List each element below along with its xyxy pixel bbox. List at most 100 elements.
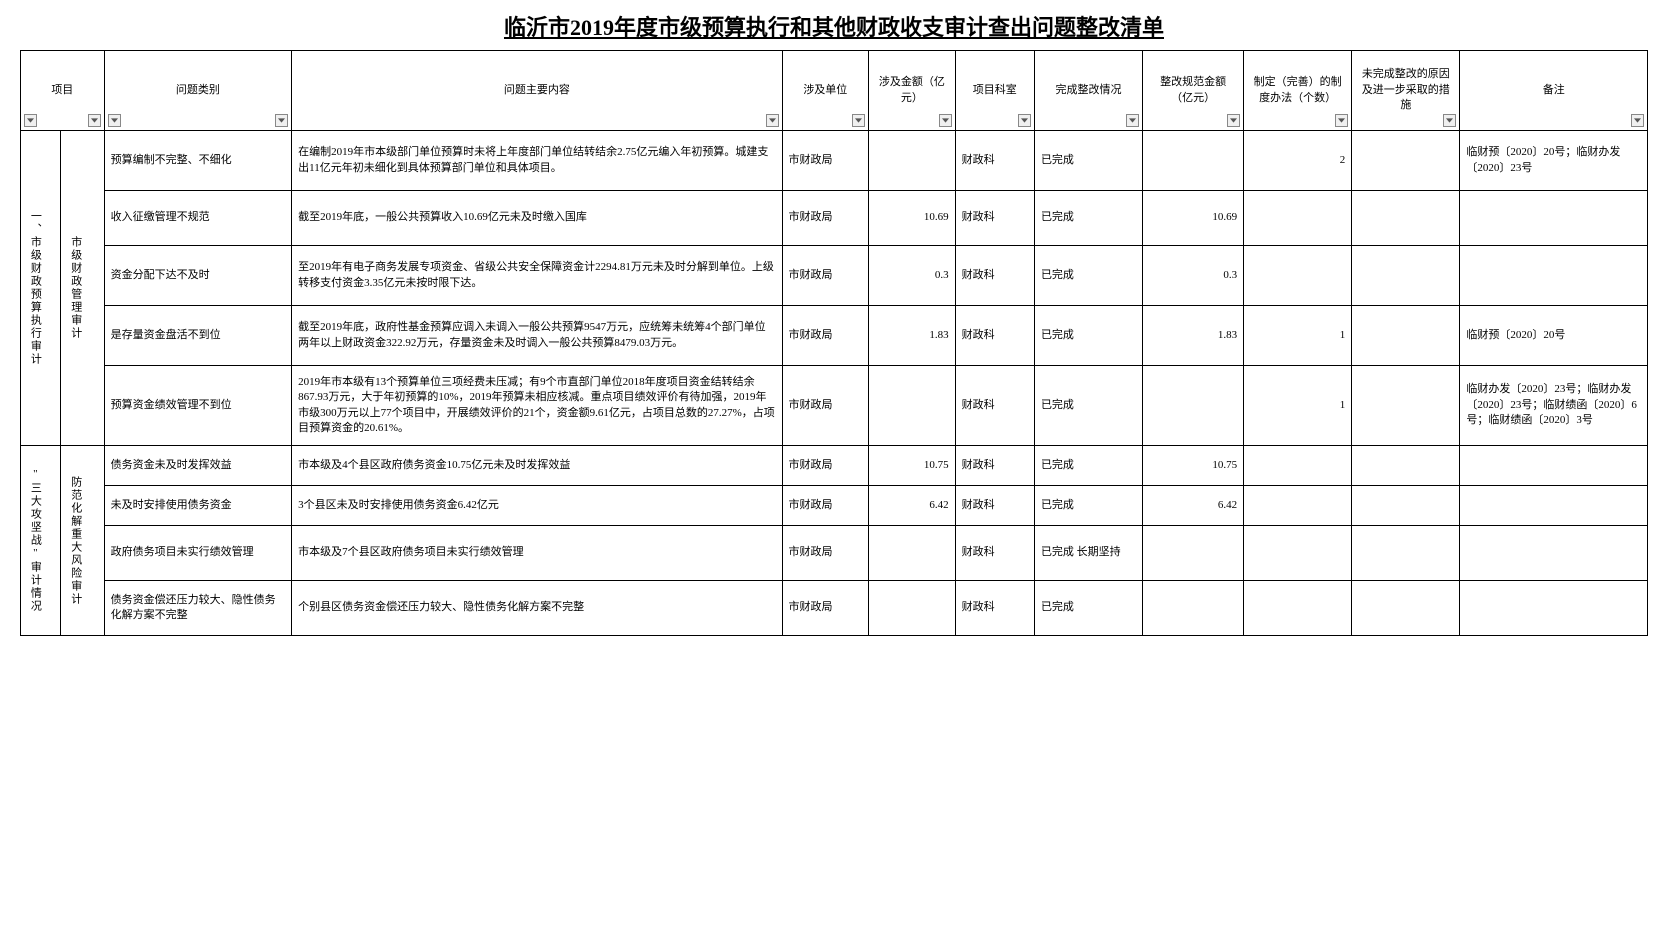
cell-reason xyxy=(1352,246,1460,306)
cell-cat: 未及时安排使用债务资金 xyxy=(104,486,292,526)
h-remark: 备注 xyxy=(1460,51,1648,131)
table-row: 未及时安排使用债务资金3个县区未及时安排使用债务资金6.42亿元市财政局6.42… xyxy=(21,486,1648,526)
h-amount-label: 涉及金额（亿元） xyxy=(879,76,945,103)
cell-methods xyxy=(1244,191,1352,246)
cell-regAmount xyxy=(1143,366,1244,446)
h-project-label: 项目 xyxy=(51,84,73,96)
filter-icon[interactable] xyxy=(766,114,779,127)
h-content: 问题主要内容 xyxy=(292,51,782,131)
cell-methods: 1 xyxy=(1244,366,1352,446)
cell-cat: 预算资金绩效管理不到位 xyxy=(104,366,292,446)
filter-icon[interactable] xyxy=(24,114,37,127)
cell-amount: 6.42 xyxy=(869,486,956,526)
cell-methods xyxy=(1244,581,1352,636)
cell-unit: 市财政局 xyxy=(782,246,869,306)
cell-unit: 市财政局 xyxy=(782,131,869,191)
cell-unit: 市财政局 xyxy=(782,526,869,581)
table-row: 债务资金偿还压力较大、隐性债务化解方案不完整个别县区债务资金偿还压力较大、隐性债… xyxy=(21,581,1648,636)
h-category-label: 问题类别 xyxy=(176,84,220,96)
cell-regAmount: 0.3 xyxy=(1143,246,1244,306)
cell-content: 市本级及4个县区政府债务资金10.75亿元未及时发挥效益 xyxy=(292,446,782,486)
cell-dept: 财政科 xyxy=(955,486,1034,526)
filter-icon[interactable] xyxy=(275,114,288,127)
cell-status: 已完成 xyxy=(1034,366,1142,446)
filter-icon[interactable] xyxy=(108,114,121,127)
filter-icon[interactable] xyxy=(1631,114,1644,127)
filter-icon[interactable] xyxy=(1443,114,1456,127)
cell-unit: 市财政局 xyxy=(782,581,869,636)
h-remark-label: 备注 xyxy=(1543,84,1565,96)
cell-remark xyxy=(1460,246,1648,306)
h-methods-label: 制定（完善）的制度办法（个数） xyxy=(1254,76,1342,103)
cell-methods xyxy=(1244,246,1352,306)
cell-status: 已完成 xyxy=(1034,191,1142,246)
cell-reason xyxy=(1352,526,1460,581)
h-reason: 未完成整改的原因及进一步采取的措施 xyxy=(1352,51,1460,131)
filter-icon[interactable] xyxy=(852,114,865,127)
cell-content: 市本级及7个县区政府债务项目未实行绩效管理 xyxy=(292,526,782,581)
cell-dept: 财政科 xyxy=(955,581,1034,636)
filter-icon[interactable] xyxy=(1018,114,1031,127)
filter-icon[interactable] xyxy=(1126,114,1139,127)
project-cell: 一、市级财政预算执行审计 xyxy=(21,131,61,446)
cell-methods: 2 xyxy=(1244,131,1352,191)
cell-amount xyxy=(869,581,956,636)
cell-cat: 债务资金未及时发挥效益 xyxy=(104,446,292,486)
filter-icon[interactable] xyxy=(1335,114,1348,127)
filter-icon[interactable] xyxy=(1227,114,1240,127)
cell-regAmount xyxy=(1143,131,1244,191)
filter-icon[interactable] xyxy=(939,114,952,127)
h-status: 完成整改情况 xyxy=(1034,51,1142,131)
cell-amount: 0.3 xyxy=(869,246,956,306)
cell-cat: 预算编制不完整、不细化 xyxy=(104,131,292,191)
cell-regAmount xyxy=(1143,581,1244,636)
table-row: 一、市级财政预算执行审计市级财政管理审计预算编制不完整、不细化在编制2019年市… xyxy=(21,131,1648,191)
cell-reason xyxy=(1352,446,1460,486)
cell-amount: 1.83 xyxy=(869,306,956,366)
filter-icon[interactable] xyxy=(88,114,101,127)
cell-dept: 财政科 xyxy=(955,526,1034,581)
cell-remark xyxy=(1460,581,1648,636)
h-amount: 涉及金额（亿元） xyxy=(869,51,956,131)
table-row: 预算资金绩效管理不到位2019年市本级有13个预算单位三项经费未压减；有9个市直… xyxy=(21,366,1648,446)
cell-cat: 债务资金偿还压力较大、隐性债务化解方案不完整 xyxy=(104,581,292,636)
cell-dept: 财政科 xyxy=(955,366,1034,446)
cell-methods xyxy=(1244,446,1352,486)
cell-methods xyxy=(1244,526,1352,581)
cell-reason xyxy=(1352,306,1460,366)
cell-content: 个别县区债务资金偿还压力较大、隐性债务化解方案不完整 xyxy=(292,581,782,636)
cell-remark: 临财办发〔2020〕23号；临财办发〔2020〕23号；临财绩函〔2020〕6号… xyxy=(1460,366,1648,446)
h-category: 问题类别 xyxy=(104,51,292,131)
cell-status: 已完成 长期坚持 xyxy=(1034,526,1142,581)
cell-amount xyxy=(869,131,956,191)
cell-status: 已完成 xyxy=(1034,246,1142,306)
table-body: 一、市级财政预算执行审计市级财政管理审计预算编制不完整、不细化在编制2019年市… xyxy=(21,131,1648,636)
cell-remark: 临财预〔2020〕20号；临财办发〔2020〕23号 xyxy=(1460,131,1648,191)
header-row: 项目 问题类别 问题主要内容 涉及单位 涉及金额（亿元） 项目科室 完成整改情况 xyxy=(21,51,1648,131)
cell-methods xyxy=(1244,486,1352,526)
h-dept: 项目科室 xyxy=(955,51,1034,131)
cell-dept: 财政科 xyxy=(955,191,1034,246)
cell-reason xyxy=(1352,486,1460,526)
table-row: 是存量资金盘活不到位截至2019年底，政府性基金预算应调入未调入一般公共预算95… xyxy=(21,306,1648,366)
h-regamt-label: 整改规范金额（亿元） xyxy=(1160,76,1226,103)
page-title: 临沂市2019年度市级预算执行和其他财政收支审计查出问题整改清单 xyxy=(20,10,1648,42)
cell-regAmount: 10.69 xyxy=(1143,191,1244,246)
cell-content: 在编制2019年市本级部门单位预算时未将上年度部门单位结转结余2.75亿元编入年… xyxy=(292,131,782,191)
cell-remark: 临财预〔2020〕20号 xyxy=(1460,306,1648,366)
h-unit-label: 涉及单位 xyxy=(803,84,847,96)
cell-unit: 市财政局 xyxy=(782,306,869,366)
cell-status: 已完成 xyxy=(1034,446,1142,486)
h-unit: 涉及单位 xyxy=(782,51,869,131)
cell-dept: 财政科 xyxy=(955,246,1034,306)
h-project: 项目 xyxy=(21,51,105,131)
table-row: "三大攻坚战"审计情况防范化解重大风险审计债务资金未及时发挥效益市本级及4个县区… xyxy=(21,446,1648,486)
cell-content: 3个县区未及时安排使用债务资金6.42亿元 xyxy=(292,486,782,526)
h-methods: 制定（完善）的制度办法（个数） xyxy=(1244,51,1352,131)
table-row: 政府债务项目未实行绩效管理市本级及7个县区政府债务项目未实行绩效管理市财政局财政… xyxy=(21,526,1648,581)
cell-regAmount xyxy=(1143,526,1244,581)
table-row: 资金分配下达不及时至2019年有电子商务发展专项资金、省级公共安全保障资金计22… xyxy=(21,246,1648,306)
cell-content: 至2019年有电子商务发展专项资金、省级公共安全保障资金计2294.81万元未及… xyxy=(292,246,782,306)
h-status-label: 完成整改情况 xyxy=(1056,84,1122,96)
cell-unit: 市财政局 xyxy=(782,486,869,526)
